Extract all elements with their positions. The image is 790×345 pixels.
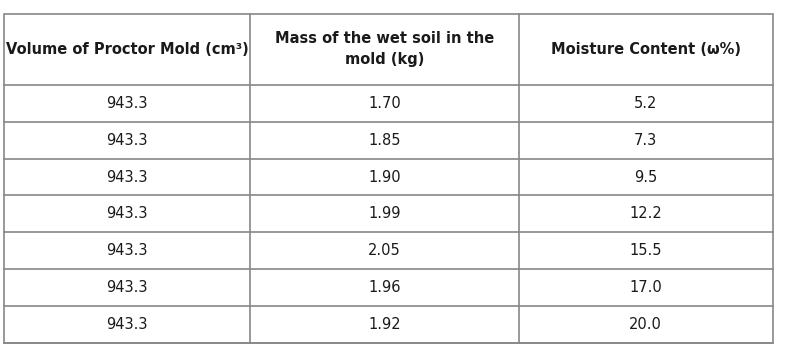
Text: 1.70: 1.70 bbox=[368, 96, 401, 111]
Text: 1.85: 1.85 bbox=[368, 132, 401, 148]
Text: 17.0: 17.0 bbox=[630, 280, 662, 295]
Text: 943.3: 943.3 bbox=[106, 96, 148, 111]
Text: 943.3: 943.3 bbox=[106, 132, 148, 148]
Text: 12.2: 12.2 bbox=[630, 206, 662, 221]
Text: 943.3: 943.3 bbox=[106, 169, 148, 185]
Text: 943.3: 943.3 bbox=[106, 206, 148, 221]
Text: 9.5: 9.5 bbox=[634, 169, 657, 185]
Text: 20.0: 20.0 bbox=[630, 317, 662, 332]
Text: 943.3: 943.3 bbox=[106, 317, 148, 332]
Text: Volume of Proctor Mold (cm³): Volume of Proctor Mold (cm³) bbox=[6, 42, 248, 57]
Text: 7.3: 7.3 bbox=[634, 132, 657, 148]
Text: 1.90: 1.90 bbox=[368, 169, 401, 185]
Text: 943.3: 943.3 bbox=[106, 280, 148, 295]
Text: 15.5: 15.5 bbox=[630, 244, 662, 258]
Text: Moisture Content (ω%): Moisture Content (ω%) bbox=[551, 42, 741, 57]
Text: 5.2: 5.2 bbox=[634, 96, 657, 111]
Text: 2.05: 2.05 bbox=[368, 244, 401, 258]
Text: 1.99: 1.99 bbox=[368, 206, 401, 221]
Text: 1.96: 1.96 bbox=[368, 280, 401, 295]
Text: 943.3: 943.3 bbox=[106, 244, 148, 258]
Text: 1.92: 1.92 bbox=[368, 317, 401, 332]
Text: Mass of the wet soil in the
mold (kg): Mass of the wet soil in the mold (kg) bbox=[275, 31, 494, 67]
